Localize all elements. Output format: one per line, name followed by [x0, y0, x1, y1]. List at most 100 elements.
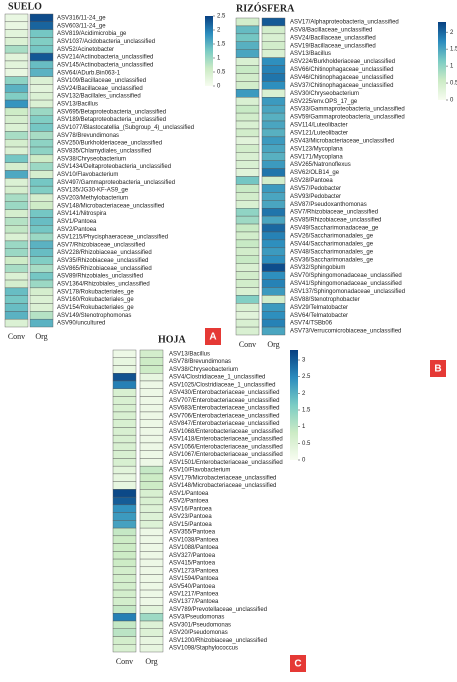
row-label: ASV48/Saccharimonadales_ge: [290, 249, 374, 255]
panel-tag: A: [209, 332, 216, 343]
heatmap-cell: [29, 146, 54, 156]
heatmap-cell: [139, 465, 164, 475]
heatmap-cell: [4, 217, 29, 226]
heatmap-cell: [261, 57, 286, 66]
heatmap-cell: [235, 176, 260, 185]
heatmap-cell: [29, 209, 54, 218]
row-label: ASV540/Pantoea: [169, 584, 216, 590]
heatmap-cell: [235, 287, 260, 296]
heatmap-cell: [4, 21, 29, 30]
heatmap-cell: [235, 128, 260, 138]
row-label: ASV16/Pantoea: [169, 506, 212, 512]
heatmap-cell: [139, 605, 164, 614]
row-label: ASV24/Bacillaceae_unclassified: [290, 35, 376, 41]
row-label: ASV695/Betaproteobacteria_unclassified: [57, 109, 166, 115]
row-label: ASV64/Telmatobacter: [290, 313, 348, 319]
heatmap-cell: [112, 496, 137, 506]
heatmap-cell: [261, 89, 286, 98]
heatmap-cell: [29, 123, 54, 132]
heatmap-cell: [29, 107, 54, 116]
row-label: ASV1056/Enterobacteriaceae_unclassified: [169, 444, 283, 450]
heatmap-cell: [112, 473, 137, 482]
heatmap-cell: [139, 442, 164, 451]
heatmap-cell: [112, 551, 137, 560]
row-label: ASV10/Flavobacterium: [169, 468, 230, 474]
heatmap-cell: [235, 318, 260, 328]
row-label: ASV37/Chitinophagaceae_unclassified: [290, 83, 393, 89]
row-label: ASV171/Mycoplana: [290, 154, 343, 160]
colorbar-tick-label: 1.5: [302, 408, 311, 414]
panel-tag: B: [434, 364, 441, 375]
row-label: ASV1273/Pantoea: [169, 568, 219, 574]
x-label: Org: [145, 657, 157, 666]
heatmap-cell: [112, 636, 137, 645]
heatmap-cell: [235, 25, 260, 35]
row-label: ASV33/Gammaproteobacteria_unclassified: [290, 107, 405, 113]
heatmap-cell: [112, 512, 137, 521]
heatmap-cell: [112, 434, 137, 444]
heatmap-cell: [112, 628, 137, 637]
x-label: Conv: [116, 657, 133, 666]
row-label: ASV1377/Pantoea: [169, 599, 219, 605]
row-label: ASV1088/Pantoea: [169, 545, 219, 551]
heatmap-cell: [112, 373, 137, 382]
heatmap-cell: [29, 131, 54, 140]
row-label: ASV10/Flavobacterium: [57, 172, 118, 178]
row-label: ASV1418/Enterobacteriaceae_unclassified: [169, 437, 283, 443]
row-label: ASV835/Chlamydiales_unclassified: [57, 149, 151, 155]
heatmap-cell: [139, 380, 164, 389]
heatmap-cell: [4, 193, 29, 203]
heatmap-cell: [261, 168, 286, 177]
heatmap-cell: [112, 427, 137, 436]
panel-title: SUELO: [8, 1, 42, 12]
heatmap-cell: [139, 427, 164, 436]
heatmap-cell: [112, 365, 137, 374]
heatmap-cell: [112, 566, 137, 575]
heatmap-cell: [261, 239, 286, 249]
heatmap-cell: [139, 520, 164, 529]
heatmap-cell: [261, 207, 286, 217]
heatmap-cell: [29, 84, 54, 93]
heatmap-cell: [4, 37, 29, 46]
heatmap-cell: [261, 41, 286, 50]
heatmap-cell: [29, 138, 54, 148]
heatmap-cell: [29, 170, 54, 179]
row-label: ASV683/Enterobacteriaceae_unclassified: [169, 406, 279, 412]
row-label: ASV32/Sphingobium: [290, 265, 345, 271]
heatmap-cell: [261, 271, 286, 280]
heatmap-cell: [235, 57, 260, 66]
heatmap-cell: [29, 240, 54, 249]
heatmap-cell: [139, 589, 164, 598]
row-label: ASV1077/Blastocatellia_(Subgroup_4)_uncl…: [57, 125, 194, 131]
heatmap-cell: [261, 287, 286, 296]
row-label: ASV74/TSBb06: [290, 321, 333, 327]
row-label: ASV1/Pantoea: [57, 219, 97, 225]
row-label: ASV1067/Enterobacteriaceae_unclassified: [169, 452, 283, 458]
panel-title: RIZÓSFERA: [236, 2, 295, 14]
heatmap-cell: [261, 104, 286, 114]
heatmap-cell: [29, 92, 54, 101]
row-label: ASV64/ADurb.Bin063-1: [57, 70, 121, 76]
row-label: ASV160/Rokubacteriales_ge: [57, 297, 134, 303]
heatmap-cell: [29, 256, 54, 265]
heatmap-cell: [235, 184, 260, 193]
row-label: ASV8/Bacillaceae_unclassified: [290, 27, 372, 33]
heatmap-cell: [261, 17, 286, 27]
row-label: ASV46/Chitinophagaceae_unclassified: [290, 75, 393, 81]
row-label: ASV15/Pantoea: [169, 522, 212, 528]
heatmap-cell: [235, 279, 260, 288]
heatmap-cell: [4, 185, 29, 195]
colorbar-tick-label: 1: [450, 64, 454, 70]
heatmap-cell: [4, 311, 29, 320]
colorbar: [205, 16, 213, 86]
row-label: ASV85/Rhizobiaceae_unclassified: [290, 218, 381, 224]
heatmap-cell: [112, 535, 137, 544]
row-label: ASV1025/Clostridiaceae_1_unclassified: [169, 382, 275, 388]
colorbar: [438, 22, 446, 100]
heatmap-cell: [261, 176, 286, 185]
heatmap-cell: [29, 185, 54, 195]
heatmap-cell: [4, 45, 29, 54]
heatmap-cell: [29, 115, 54, 124]
heatmap-cell: [112, 450, 137, 459]
row-label: ASV1037/Acidobacteria_unclassified: [57, 39, 155, 45]
